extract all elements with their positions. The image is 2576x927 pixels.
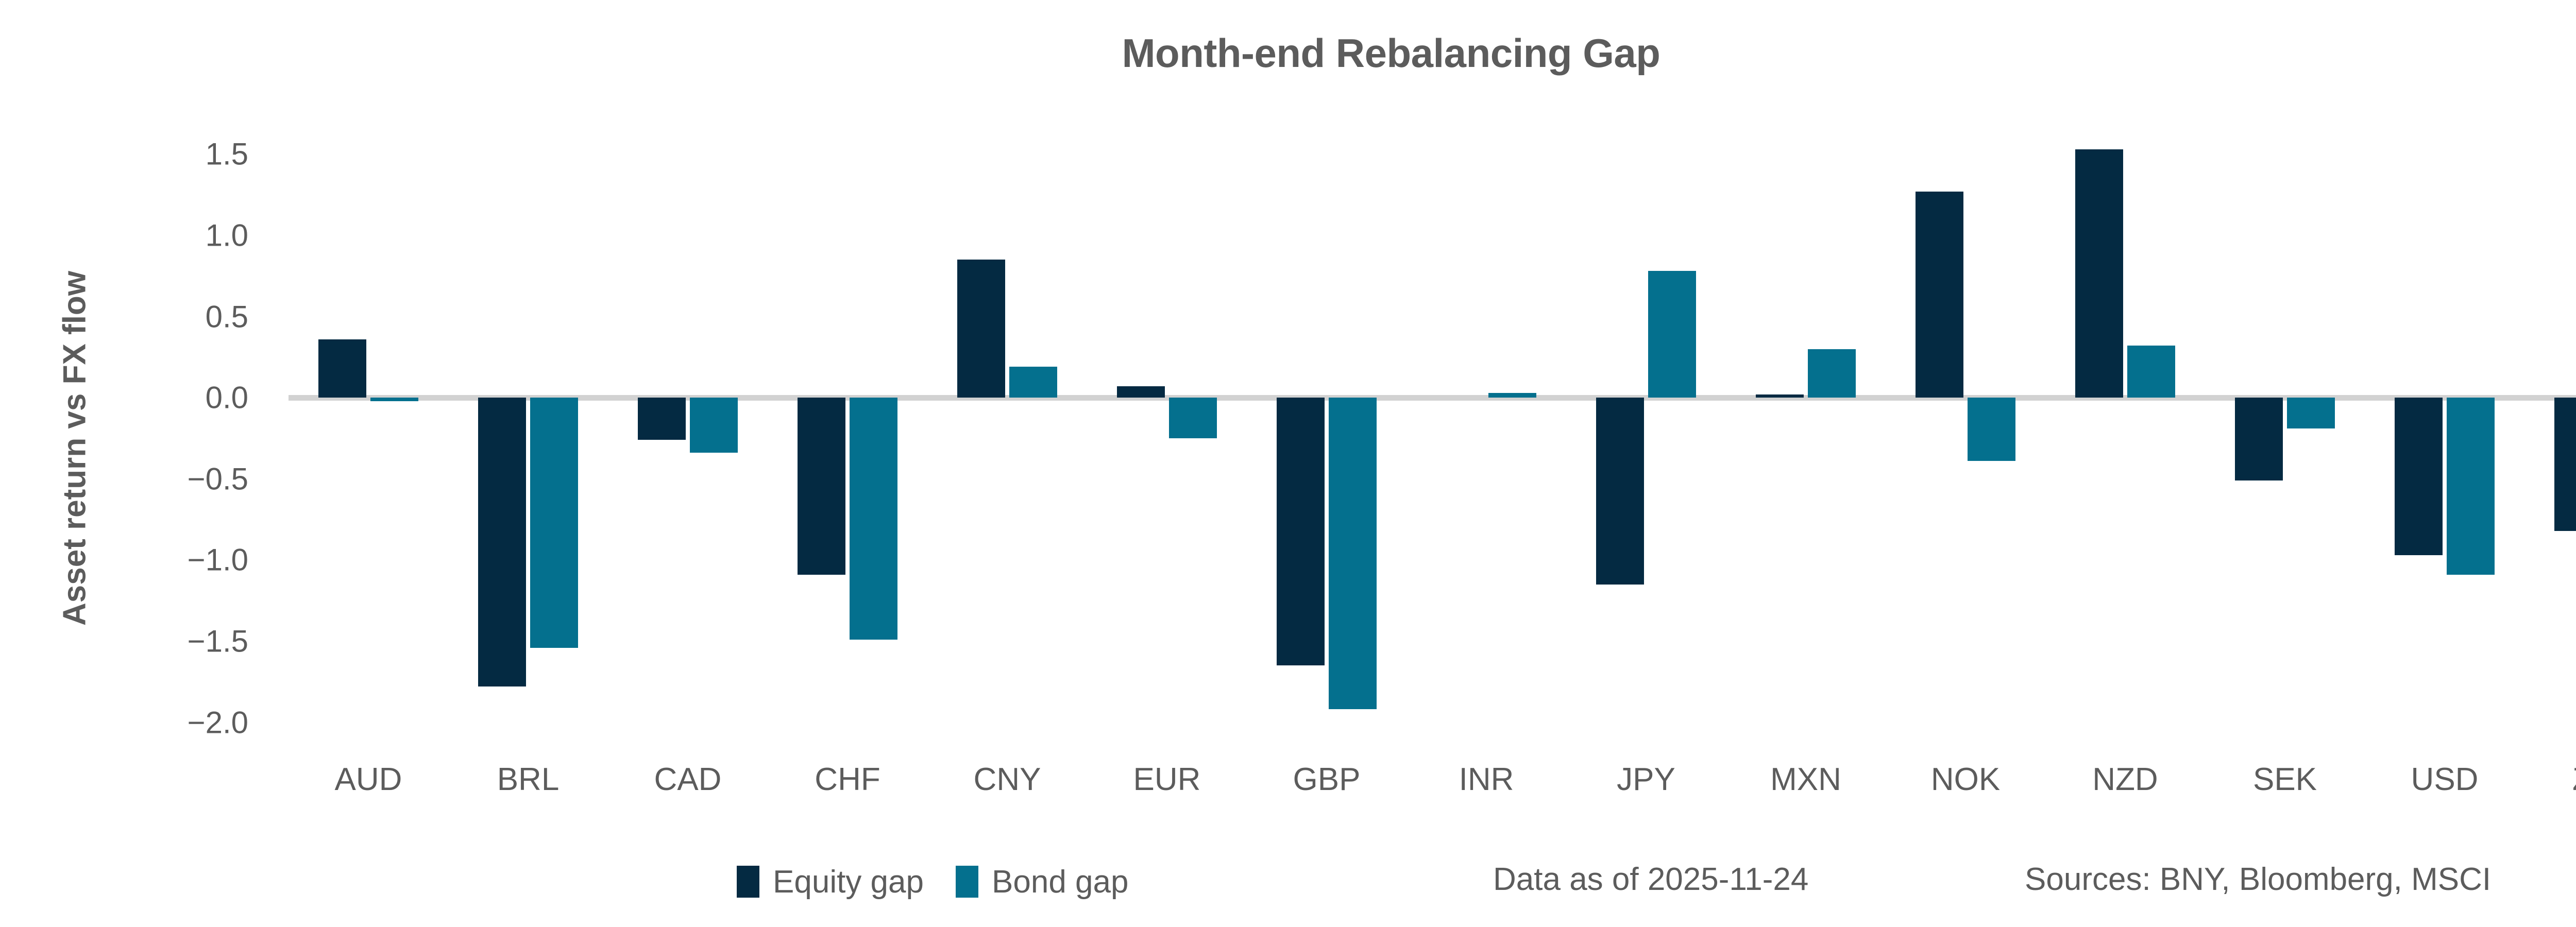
bar-brl-equity: [478, 398, 526, 687]
bar-group: [289, 118, 2576, 747]
x-tick-label-jpy: JPY: [1617, 762, 1675, 797]
bar-jpy-equity: [1596, 398, 1644, 585]
y-tick-label: 1.5: [205, 136, 248, 171]
bar-nzd-bond: [2127, 346, 2175, 398]
x-tick-label-zar: ZAR: [2572, 761, 2576, 798]
bar-brl-bond: [530, 398, 578, 648]
x-tick-label-cny: CNY: [973, 762, 1041, 797]
x-tick-label-mxn: MXN: [1770, 762, 1841, 797]
bar-gbp-equity: [1277, 398, 1325, 666]
x-tick-label-nok: NOK: [1930, 762, 2001, 797]
bar-group: [289, 118, 2576, 747]
bar-cny-bond: [1009, 367, 1057, 398]
sources-annotation: Sources: BNY, Bloomberg, MSCI: [2025, 862, 2492, 897]
y-tick-label: −1.5: [187, 624, 248, 659]
bar-group: [289, 118, 2576, 747]
chart-legend: Equity gap Bond gap: [737, 861, 1128, 902]
legend-swatch-icon: [737, 866, 759, 898]
bar-group: [289, 118, 2576, 747]
bar-group: [289, 118, 2576, 747]
bar-usd-equity: [2395, 398, 2443, 555]
bar-mxn-bond: [1808, 349, 1856, 398]
x-tick-label-usd: USD: [2411, 762, 2479, 797]
x-tick-label-inr: INR: [1459, 762, 1514, 797]
bar-group: [289, 118, 2576, 747]
legend-swatch-icon: [956, 866, 978, 898]
bar-group: [289, 118, 2576, 747]
bar-group: [289, 118, 2576, 747]
bar-sek-equity: [2235, 398, 2283, 480]
bar-cad-equity: [638, 398, 686, 440]
bar-nok-bond: [1968, 398, 2015, 461]
y-tick-label: 1.0: [205, 218, 248, 253]
x-tick-label-aud: AUD: [334, 762, 402, 797]
zero-baseline: [289, 395, 2576, 401]
x-tick-label-gbp: GBP: [1293, 762, 1361, 797]
data-asof-annotation: Data as of 2025-11-24: [1493, 862, 1809, 897]
plot-area: [289, 118, 2576, 747]
bar-group: [289, 118, 2576, 747]
y-axis-tick-labels: 1.5 1.0 0.5 0.0 −0.5 −1.0 −1.5 −2.0: [0, 118, 278, 747]
bar-group: [289, 118, 2576, 747]
legend-item-bond-gap[interactable]: Bond gap: [956, 864, 1128, 900]
y-tick-label: 0.5: [205, 299, 248, 334]
bar-nok-equity: [1916, 191, 1963, 398]
x-tick-label-eur: EUR: [1133, 762, 1201, 797]
bar-group: [289, 118, 2576, 747]
bar-chf-bond: [850, 398, 897, 640]
y-tick-label: −2.0: [187, 705, 248, 740]
bar-mxn-equity: [1756, 394, 1804, 398]
x-axis-tick-labels: AUD BRL CAD CHF CNY EUR GBP INR JPY MXN NOK NZD SEK U…: [289, 761, 2576, 808]
legend-item-equity-gap[interactable]: Equity gap: [737, 864, 924, 900]
bar-cad-bond: [690, 398, 738, 453]
bar-chf-equity: [798, 398, 845, 575]
x-tick-label-brl: BRL: [497, 762, 560, 797]
y-tick-label: −1.0: [187, 542, 248, 577]
bar-aud-bond: [370, 398, 418, 401]
bar-group: [289, 118, 2576, 747]
bar-aud-equity: [318, 339, 366, 398]
y-tick-label: −0.5: [187, 461, 248, 496]
bar-cny-equity: [957, 260, 1005, 398]
x-tick-label-cad: CAD: [654, 762, 722, 797]
bar-jpy-bond: [1648, 271, 1696, 398]
bar-group: [289, 118, 2576, 747]
legend-label: Equity gap: [773, 864, 924, 900]
bar-eur-equity: [1117, 386, 1165, 398]
bar-inr-bond: [1488, 392, 1536, 398]
legend-label: Bond gap: [992, 864, 1129, 900]
x-tick-label-sek: SEK: [2252, 762, 2317, 797]
bar-sek-bond: [2287, 398, 2335, 429]
x-tick-label-chf: CHF: [815, 762, 880, 797]
bar-zar-equity: [2554, 398, 2576, 531]
bar-usd-bond: [2447, 398, 2495, 575]
bar-eur-bond: [1169, 398, 1217, 439]
bar-gbp-bond: [1329, 398, 1377, 710]
bar-nzd-equity: [2075, 149, 2123, 398]
bar-group: [289, 118, 2576, 747]
y-tick-label: 0.0: [205, 380, 248, 415]
x-tick-label-nzd: NZD: [2092, 762, 2158, 797]
bar-group: [289, 118, 2576, 747]
chart-title: Month-end Rebalancing Gap: [1122, 30, 1660, 76]
